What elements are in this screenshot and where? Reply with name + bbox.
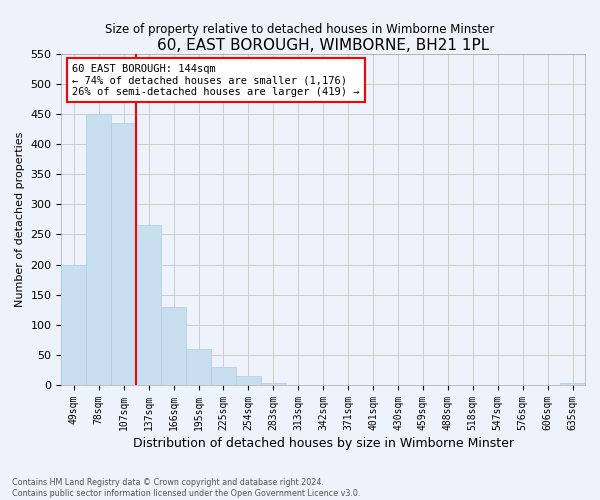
Y-axis label: Number of detached properties: Number of detached properties (15, 132, 25, 307)
Text: 60 EAST BOROUGH: 144sqm
← 74% of detached houses are smaller (1,176)
26% of semi: 60 EAST BOROUGH: 144sqm ← 74% of detache… (72, 64, 359, 97)
Bar (111, 123, 136, 385)
Bar (61, 264, 86, 385)
Title: 60, EAST BOROUGH, WIMBORNE, BH21 1PL: 60, EAST BOROUGH, WIMBORNE, BH21 1PL (157, 38, 490, 52)
Bar (236, 376, 261, 385)
Bar (560, 382, 585, 385)
Bar (261, 382, 286, 385)
X-axis label: Distribution of detached houses by size in Wimborne Minster: Distribution of detached houses by size … (133, 437, 514, 450)
Bar (136, 226, 161, 385)
Text: Contains HM Land Registry data © Crown copyright and database right 2024.
Contai: Contains HM Land Registry data © Crown c… (12, 478, 361, 498)
Bar (161, 306, 186, 385)
Bar (211, 367, 236, 385)
Bar (186, 349, 211, 385)
Bar (86, 114, 111, 385)
Text: Size of property relative to detached houses in Wimborne Minster: Size of property relative to detached ho… (106, 22, 494, 36)
